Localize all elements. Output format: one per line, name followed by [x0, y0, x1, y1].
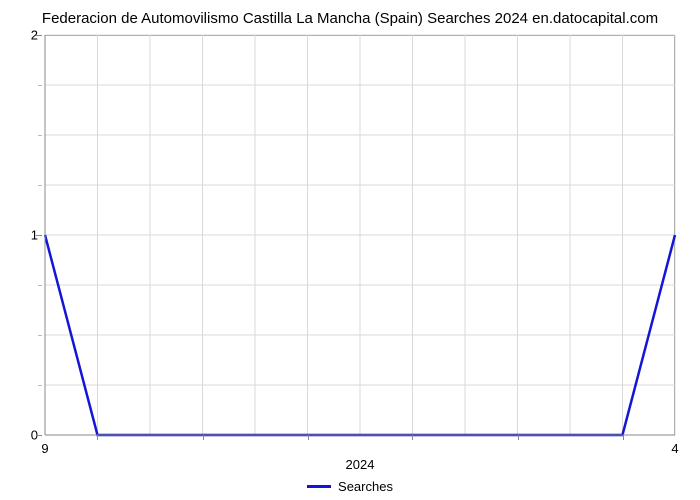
x-minor-tick: [623, 435, 624, 440]
x-minor-tick: [97, 435, 98, 440]
y-minor-tick: [38, 135, 42, 136]
y-minor-tick: [38, 335, 42, 336]
y-tick: [36, 435, 42, 436]
y-minor-tick: [38, 85, 42, 86]
x-tick-label-right: 4: [671, 441, 678, 456]
x-minor-tick: [203, 435, 204, 440]
x-minor-tick: [518, 435, 519, 440]
y-tick: [36, 35, 42, 36]
y-minor-tick: [38, 185, 42, 186]
legend-label: Searches: [338, 479, 393, 494]
x-minor-tick: [412, 435, 413, 440]
y-minor-tick: [38, 385, 42, 386]
y-tick: [36, 235, 42, 236]
x-axis-center-label: 2024: [346, 457, 375, 472]
chart-svg: [0, 0, 700, 500]
legend-swatch: [307, 485, 331, 488]
legend: Searches: [0, 479, 700, 494]
x-tick-label-left: 9: [41, 441, 48, 456]
y-minor-tick: [38, 285, 42, 286]
x-minor-tick: [308, 435, 309, 440]
